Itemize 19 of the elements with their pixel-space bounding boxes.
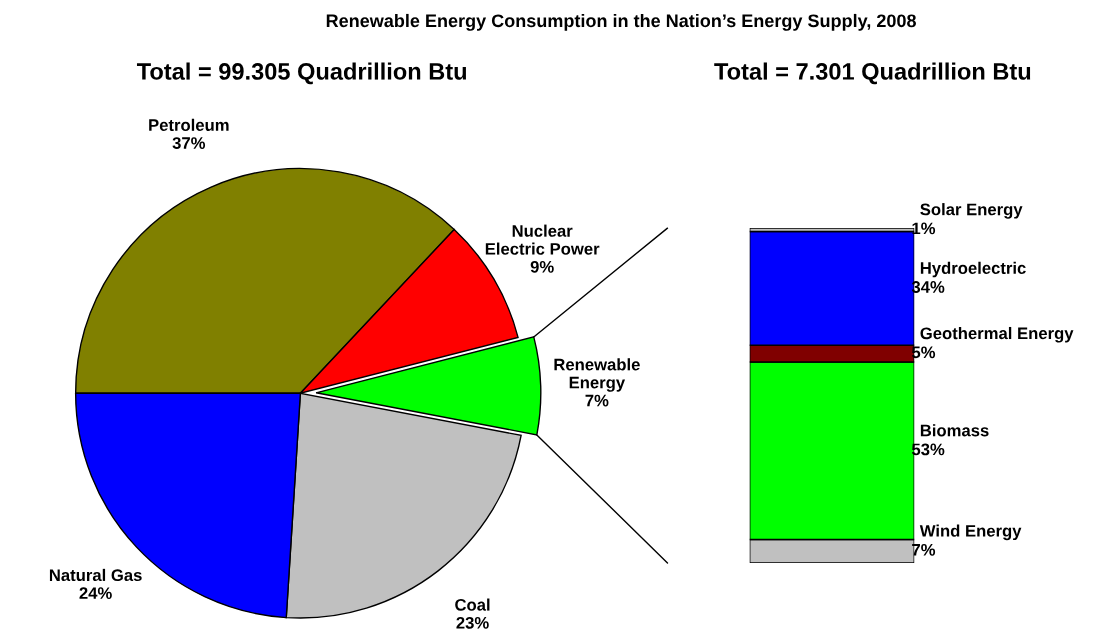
data-label: 7% <box>585 394 609 407</box>
chart-title: Renewable Energy Consumption in the Nation’s Energy Supply, 2008 <box>326 13 916 31</box>
series-label: Hydroelectric <box>920 261 1026 278</box>
series-label: Wind Energy <box>919 524 1022 541</box>
slice-label: Coal <box>455 598 490 611</box>
data-label: 1% <box>912 222 936 235</box>
data-label: 23% <box>456 616 489 629</box>
chart-subtitle: Total = 7.301 Quadrillion Btu <box>714 62 1031 85</box>
chart-subtitle: Total = 99.305 Quadrillion Btu <box>136 62 467 85</box>
series-label: Geothermal Energy <box>920 326 1074 343</box>
slice-label: Natural Gas <box>49 568 142 582</box>
slice-label: Renewable Energy <box>554 358 640 392</box>
data-label: 9% <box>530 260 554 273</box>
data-label: 24% <box>79 587 112 599</box>
series-label: Biomass <box>920 424 989 437</box>
data-label: 37% <box>172 137 206 149</box>
slice-label: Petroleum <box>149 118 229 131</box>
series-label: Solar Energy <box>920 203 1023 219</box>
slice-label: Nuclear Electric Power <box>485 224 600 255</box>
